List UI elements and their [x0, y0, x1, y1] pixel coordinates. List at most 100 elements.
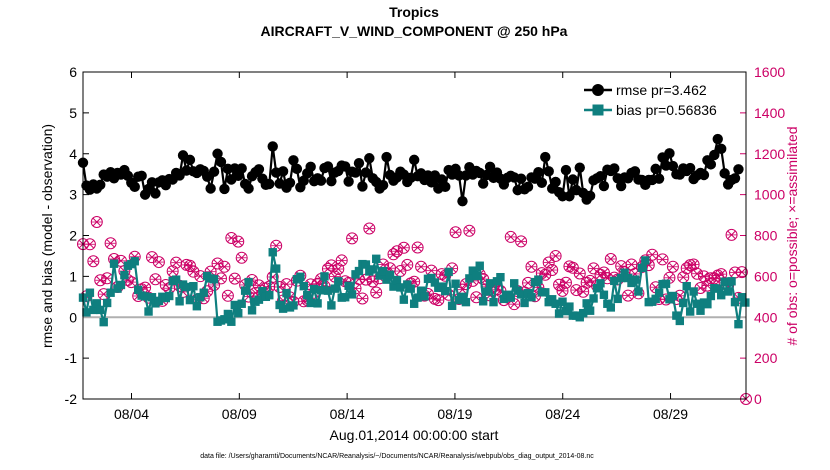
bias-point	[375, 271, 384, 280]
rmse-series	[77, 133, 744, 207]
obs-possible-point	[370, 286, 383, 299]
y-right-tick-label: 1600	[754, 64, 785, 80]
bias-point	[192, 302, 202, 311]
obs-possible-point	[363, 222, 376, 235]
obs-assimilated-point	[226, 233, 237, 242]
bias-point	[465, 274, 474, 283]
bias-point	[102, 298, 112, 308]
bias-point	[406, 284, 415, 293]
obs-assimilated-point	[623, 291, 634, 300]
rmse-point	[284, 177, 296, 188]
obs-assimilated-point	[688, 260, 699, 269]
obs-possible-point	[104, 237, 117, 250]
bias-point	[99, 317, 108, 327]
obs-possible-point	[183, 259, 196, 272]
plot-area	[83, 72, 746, 399]
obs-assimilated-point	[336, 256, 347, 265]
rmse-point	[208, 166, 220, 177]
bias-point	[489, 297, 498, 307]
obs-possible-point	[218, 260, 231, 273]
obs-assimilated-point	[557, 286, 568, 295]
x-tick-label: 08/14	[330, 406, 365, 422]
obs-possible-point	[432, 294, 445, 307]
bias-point	[396, 283, 405, 292]
obs-assimilated-point	[398, 243, 409, 252]
legend: rmse pr=3.462 bias pr=0.56836	[582, 79, 740, 119]
y-right-tick-label: 800	[754, 228, 778, 244]
rmse-point	[598, 180, 610, 192]
bias-point	[706, 291, 716, 301]
bias-point	[692, 299, 702, 308]
bias-point	[510, 279, 519, 288]
obs-possible-point	[449, 226, 462, 239]
obs-assimilated-point	[167, 267, 178, 276]
x-tick-label: 08/29	[653, 406, 688, 422]
bias-point	[547, 295, 557, 304]
bias-point	[265, 290, 274, 300]
obs-assimilated-point	[281, 280, 292, 289]
obs-possible-point	[504, 230, 517, 243]
bias-point	[703, 299, 712, 309]
rmse-point	[381, 151, 392, 163]
obs-assimilated-point	[364, 224, 375, 233]
bias-point	[675, 316, 685, 326]
bias-point	[717, 290, 726, 300]
x-axis-ticks: 08/04 08/09 08/14 08/19 08/24 08/29	[114, 72, 688, 422]
obs-assimilated-point	[184, 261, 195, 270]
bias-point	[506, 293, 515, 302]
rmse-point	[457, 195, 468, 207]
obs-possible-point	[411, 241, 424, 254]
bias-point	[227, 317, 236, 326]
y-left-tick-label: -1	[65, 350, 78, 366]
bias-point	[82, 308, 91, 317]
x-tick-label: 08/19	[437, 406, 472, 422]
bias-point	[672, 311, 681, 320]
rmse-point	[684, 162, 696, 174]
obs-possible-point	[149, 273, 162, 286]
bias-point	[596, 279, 605, 288]
obs-possible-point	[152, 256, 165, 269]
rmse-point	[536, 177, 548, 188]
rmse-point	[540, 151, 551, 163]
rmse-point	[305, 161, 316, 173]
obs-possible-point	[325, 259, 338, 272]
bias-point	[327, 301, 336, 310]
x-tick-label: 08/24	[545, 406, 580, 422]
bias-series	[78, 248, 750, 329]
bias-point	[223, 309, 233, 319]
bias-point	[303, 290, 312, 300]
bias-point	[641, 256, 650, 265]
bias-point	[85, 288, 95, 297]
obs-assimilated-point	[371, 288, 382, 297]
obs-assimilated-point	[347, 234, 358, 243]
bias-point	[372, 254, 381, 263]
bias-point	[541, 288, 550, 297]
bias-point	[254, 295, 264, 304]
bias-point	[340, 293, 350, 302]
bias-point	[630, 275, 640, 284]
rmse-point	[609, 163, 620, 174]
chart-subtitle: AIRCRAFT_V_WIND_COMPONENT @ 250 hPa	[261, 23, 568, 39]
y-left-tick-label: 1	[69, 268, 77, 284]
obs-possible-point	[225, 231, 238, 244]
bias-point	[147, 293, 157, 302]
y-left-tick-label: 4	[69, 146, 77, 162]
bias-point	[130, 257, 139, 266]
rmse-point	[288, 155, 299, 166]
obs-assimilated-point	[88, 257, 99, 266]
obs-possible-point	[356, 292, 369, 305]
obs-assimilated-point	[229, 274, 240, 283]
bias-point	[637, 263, 647, 272]
obs-possible-point	[515, 235, 528, 248]
bias-point	[420, 292, 429, 301]
bias-point	[185, 295, 195, 305]
rmse-point	[322, 161, 334, 172]
bias-point	[133, 285, 143, 295]
bias-point	[516, 290, 526, 299]
bias-point	[368, 265, 377, 274]
bias-point	[634, 287, 643, 296]
rmse-point	[477, 178, 489, 189]
bias-point	[116, 280, 126, 290]
bias-point	[96, 305, 105, 315]
rmse-point	[716, 143, 727, 155]
